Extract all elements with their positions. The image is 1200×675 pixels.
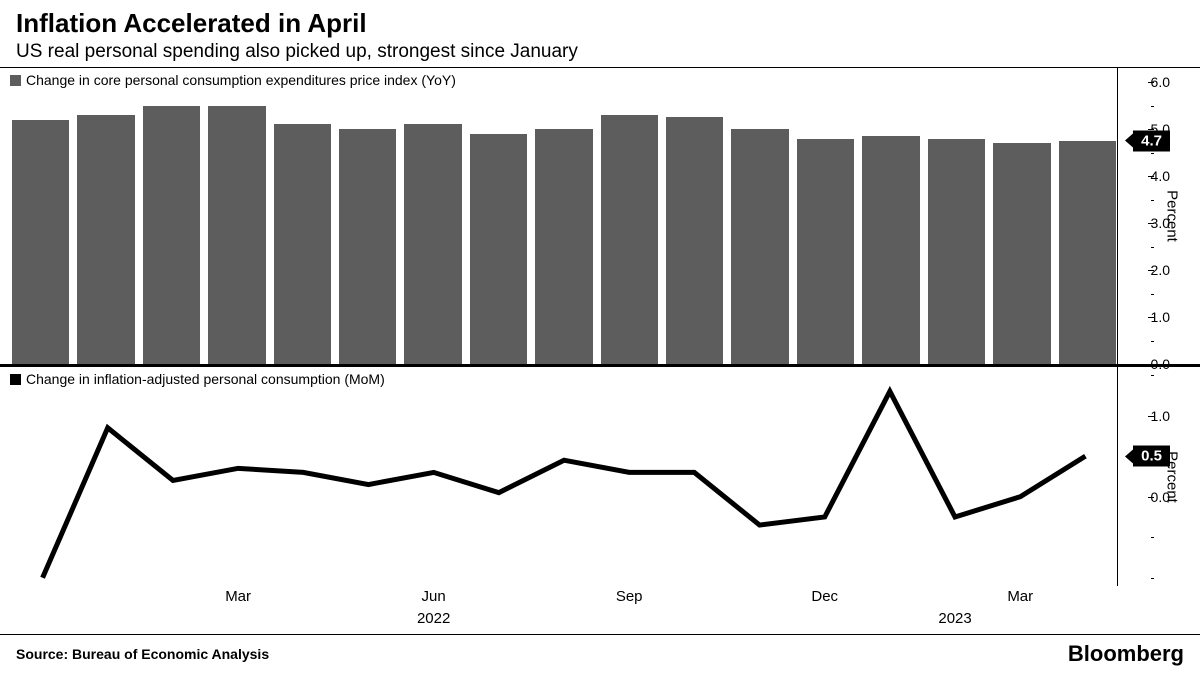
bar-group (10, 68, 1118, 364)
top-legend-label: Change in core personal consumption expe… (26, 72, 456, 88)
chart-container: Inflation Accelerated in April US real p… (0, 0, 1200, 675)
bottom-plot (10, 367, 1118, 586)
x-month-label: Sep (616, 588, 643, 605)
top-value-callout: 4.7 (1133, 130, 1170, 151)
top-legend: Change in core personal consumption expe… (10, 72, 456, 88)
y-tick-label: 2.0 (1151, 262, 1170, 278)
bar (274, 124, 331, 364)
x-month-label: Dec (811, 588, 838, 605)
top-plot (10, 68, 1118, 364)
bottom-panel: Change in inflation-adjusted personal co… (0, 367, 1200, 586)
bottom-legend-label: Change in inflation-adjusted personal co… (26, 371, 385, 387)
y-tick-label: 1.0 (1151, 408, 1170, 424)
chart-title: Inflation Accelerated in April (16, 8, 1184, 39)
bar (77, 115, 134, 364)
y-tick-label: 1.0 (1151, 309, 1170, 325)
chart-zone: Change in core personal consumption expe… (0, 67, 1200, 635)
x-year-label: 2023 (938, 610, 971, 627)
x-month-label: Mar (225, 588, 251, 605)
chart-subtitle: US real personal spending also picked up… (16, 41, 1184, 63)
bar (404, 124, 461, 364)
bar (993, 143, 1050, 364)
bar (143, 106, 200, 365)
bar (601, 115, 658, 364)
bar (535, 129, 592, 364)
x-month-label: Jun (422, 588, 446, 605)
bar (862, 136, 919, 364)
bottom-y-ticks: 0.01.0 (1118, 367, 1200, 586)
bar (1059, 141, 1116, 364)
header: Inflation Accelerated in April US real p… (0, 0, 1200, 67)
bar (797, 139, 854, 365)
bar (731, 129, 788, 364)
x-axis: Mar Jun Sep Dec Mar 2022 2023 (0, 586, 1200, 634)
top-y-ticks: 0.01.02.03.04.05.06.0 (1118, 68, 1200, 364)
source-text: Source: Bureau of Economic Analysis (16, 646, 269, 662)
bar (208, 106, 265, 365)
line-path (43, 391, 1086, 577)
y-tick-label: 4.0 (1151, 168, 1170, 184)
bar (666, 117, 723, 364)
line-path-svg (10, 367, 1118, 586)
footer: Source: Bureau of Economic Analysis Bloo… (0, 635, 1200, 675)
top-legend-swatch (10, 75, 21, 86)
top-y-title: Percent (1164, 190, 1181, 242)
top-panel: Change in core personal consumption expe… (0, 68, 1200, 367)
bar (470, 134, 527, 364)
x-year-label: 2022 (417, 610, 450, 627)
bar (339, 129, 396, 364)
bottom-value-callout: 0.5 (1133, 446, 1170, 467)
x-month-label: Mar (1007, 588, 1033, 605)
bar (928, 139, 985, 365)
brand-text: Bloomberg (1068, 641, 1184, 667)
x-labels: Mar Jun Sep Dec Mar 2022 2023 (10, 588, 1118, 636)
bar (12, 120, 69, 364)
bottom-legend-swatch (10, 374, 21, 385)
y-tick-label: 6.0 (1151, 74, 1170, 90)
bottom-legend: Change in inflation-adjusted personal co… (10, 371, 385, 387)
